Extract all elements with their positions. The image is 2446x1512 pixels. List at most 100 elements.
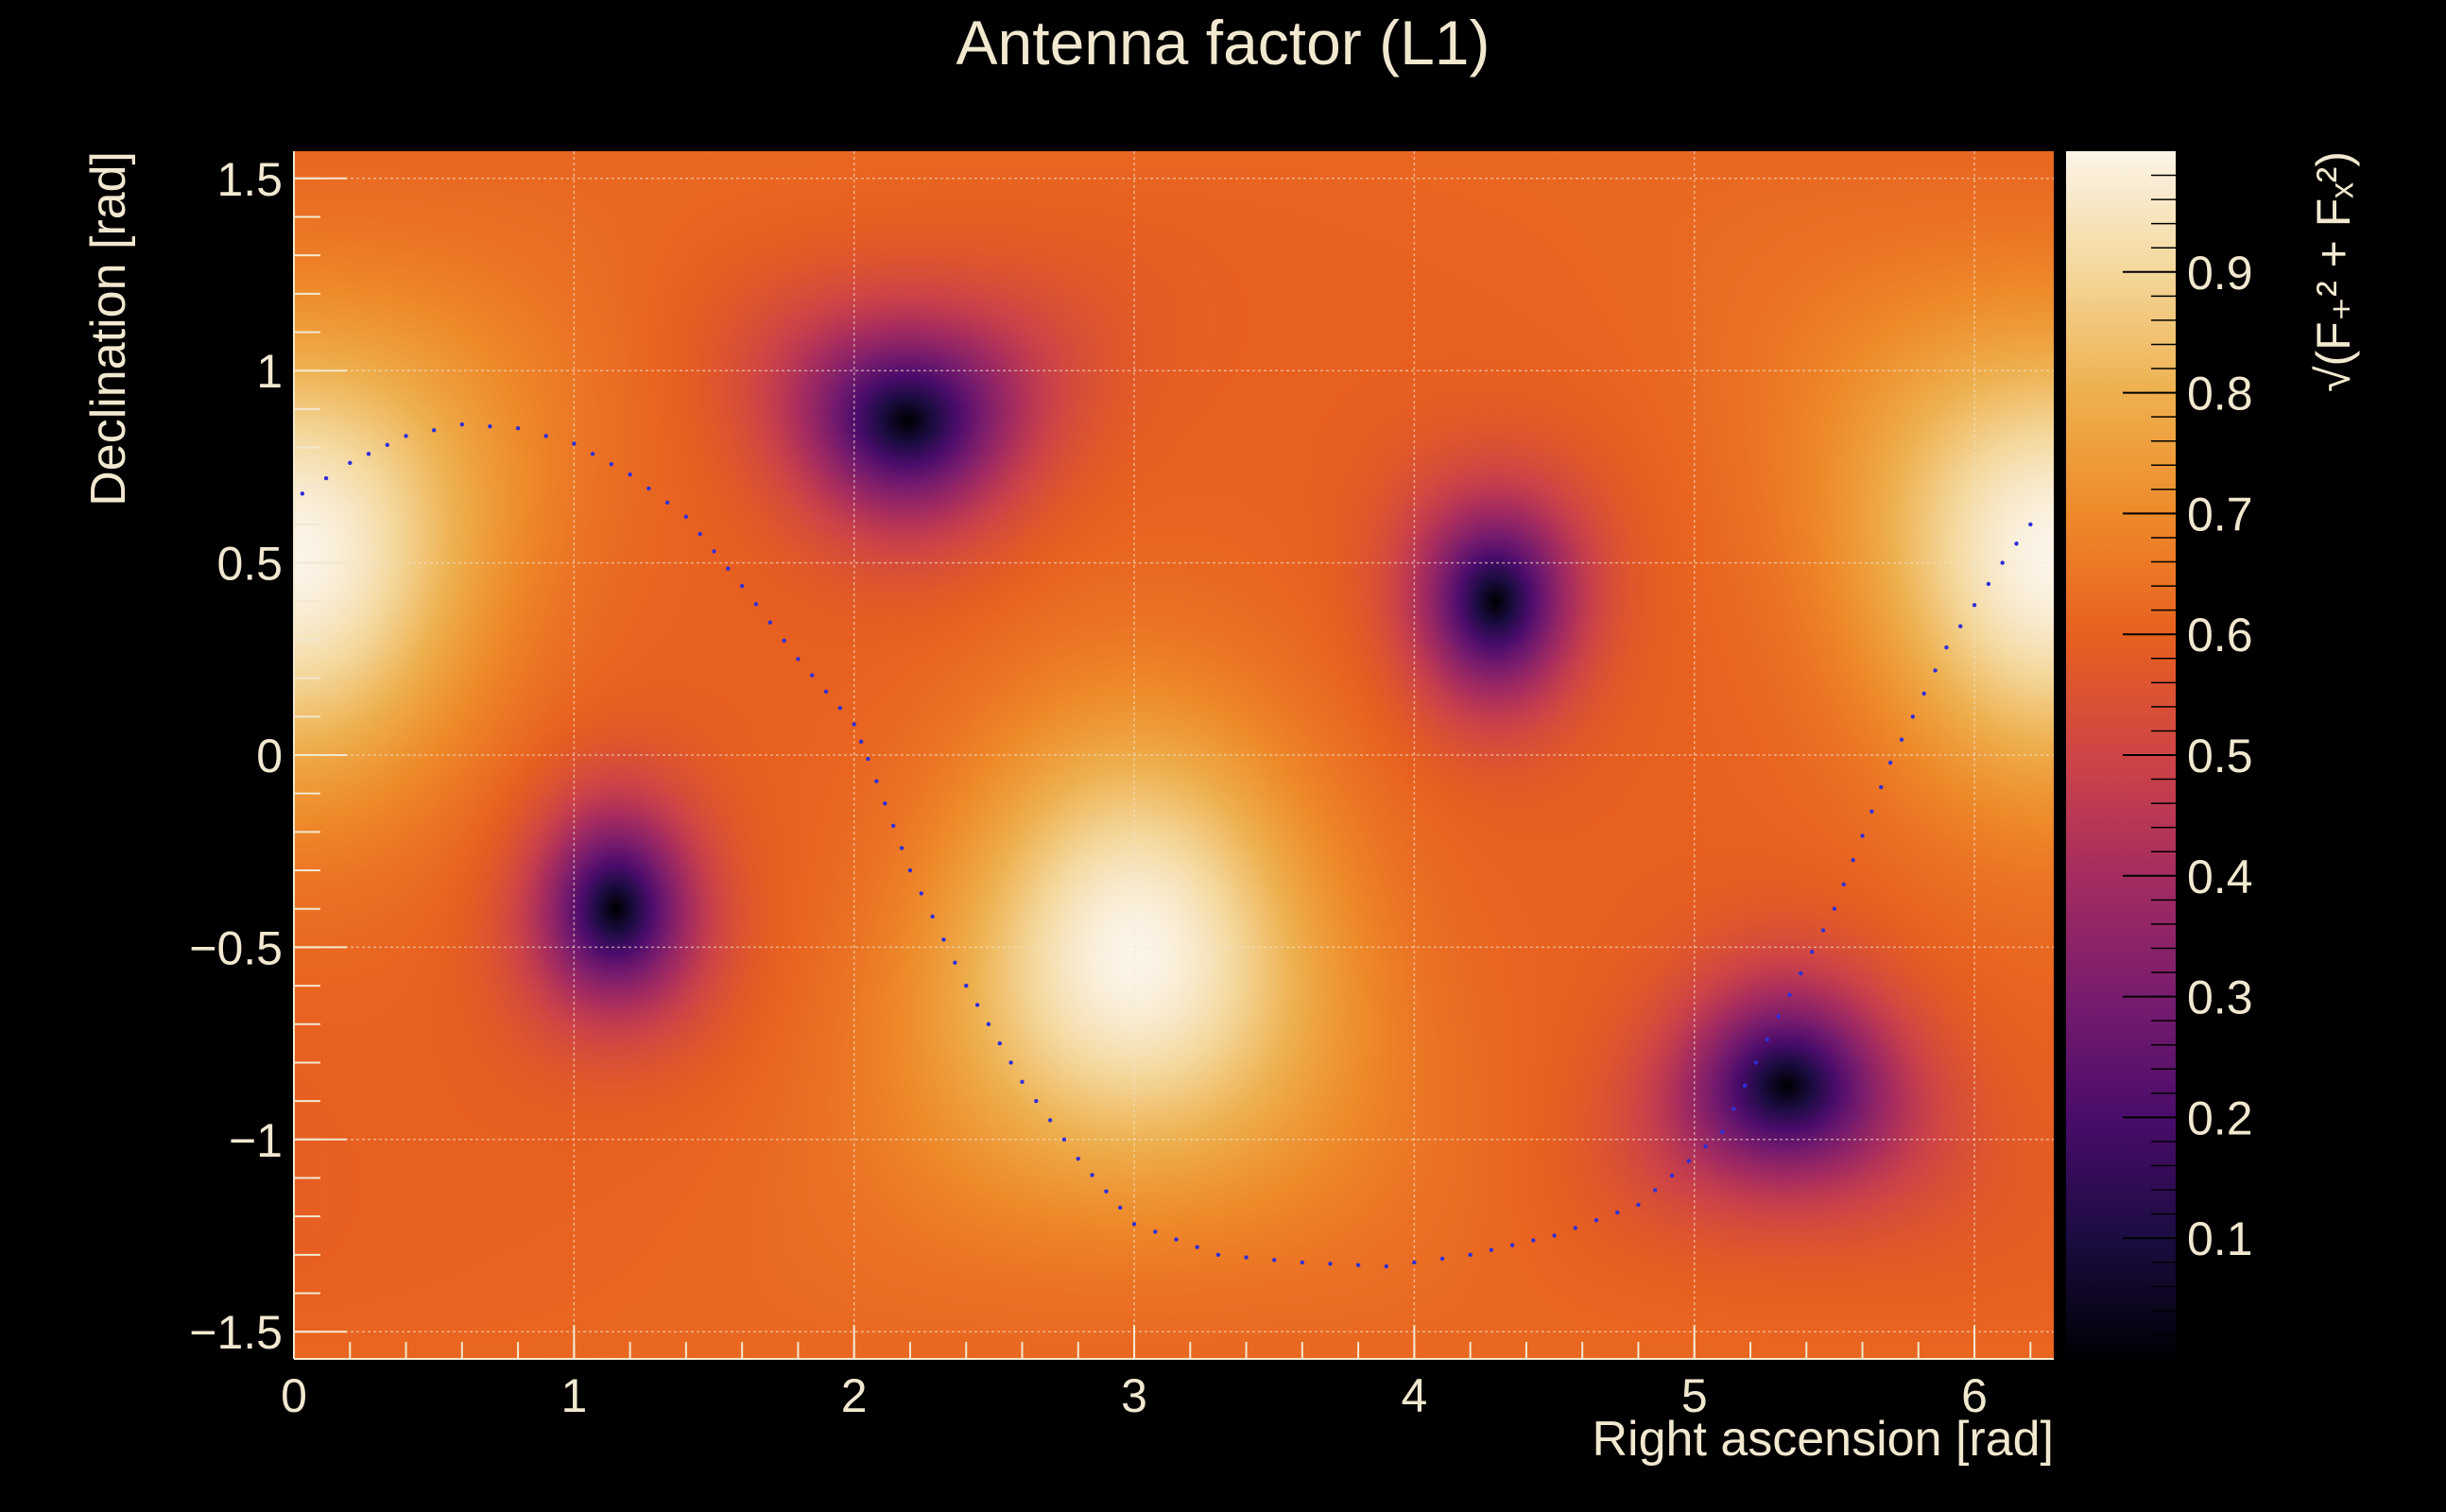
- overlay-point: [1328, 1262, 1333, 1266]
- color-bar-scale: 0.1 0.2 0.3 0.4 0.5 0.6 0.7 0.8 0.9: [2123, 174, 2253, 1336]
- overlay-point: [1090, 1173, 1094, 1177]
- overlay-point: [858, 739, 864, 744]
- color-bar-tick-label: 0.2: [2187, 1091, 2253, 1144]
- overlay-point: [890, 823, 896, 829]
- overlay-point: [1869, 809, 1874, 814]
- overlay-point: [1174, 1237, 1179, 1242]
- grid-lines: [294, 151, 2054, 1359]
- overlay-point: [1921, 691, 1926, 696]
- overlay-point: [385, 442, 389, 448]
- overlay-point: [1799, 971, 1803, 976]
- overlay-point: [1887, 760, 1893, 765]
- overlay-point: [628, 472, 632, 477]
- y-tick-label: 1.5: [216, 153, 283, 206]
- overlay-point: [1439, 1256, 1445, 1262]
- overlay-point: [810, 673, 815, 678]
- overlay-point: [1244, 1255, 1249, 1260]
- overlay-point: [698, 531, 702, 537]
- x-tick-label: 3: [1121, 1369, 1147, 1422]
- overlay-point: [823, 689, 829, 695]
- overlay-point: [1653, 1188, 1658, 1193]
- overlay-point: [664, 500, 670, 506]
- overlay-point: [1104, 1189, 1109, 1194]
- overlay-curve: [300, 421, 2033, 1269]
- overlay-point: [1272, 1258, 1277, 1263]
- overlay-point: [941, 937, 946, 942]
- overlay-point: [712, 549, 716, 554]
- overlay-point: [323, 475, 329, 481]
- overlay-point: [1944, 644, 1949, 650]
- overlay-point: [1153, 1229, 1158, 1234]
- overlay-point: [1300, 1260, 1305, 1265]
- overlay-point: [1731, 1107, 1736, 1111]
- overlay-point: [1384, 1263, 1388, 1269]
- overlay-point: [1573, 1226, 1577, 1230]
- overlay-point: [874, 779, 879, 783]
- overlay-point: [964, 983, 969, 988]
- overlay-point: [899, 846, 904, 850]
- overlay-point: [767, 620, 772, 625]
- overlay-point: [1615, 1210, 1620, 1215]
- overlay-point: [1765, 1037, 1769, 1042]
- overlay-point: [1669, 1173, 1675, 1178]
- overlay-point: [348, 460, 353, 466]
- overlay-point: [1686, 1159, 1692, 1163]
- x-tick-label: 6: [1961, 1369, 1988, 1422]
- overlay-point: [1879, 784, 1884, 790]
- overlay-point: [543, 434, 548, 438]
- y-tick-label: 0.5: [216, 538, 283, 591]
- overlay-point: [1742, 1083, 1748, 1089]
- color-bar-tick-label: 0.9: [2187, 247, 2253, 300]
- overlay-point: [1076, 1156, 1080, 1161]
- overlay-point: [852, 722, 856, 727]
- overlay-point: [1832, 906, 1837, 911]
- overlay-point: [1489, 1247, 1494, 1252]
- overlay-point: [866, 756, 870, 762]
- overlay-point: [1034, 1098, 1039, 1104]
- overlay-point: [2000, 560, 2005, 565]
- overlay-point: [1531, 1238, 1536, 1243]
- overlay-point: [1131, 1222, 1137, 1227]
- color-bar-tick-label: 0.1: [2187, 1212, 2253, 1265]
- overlay-point: [1412, 1260, 1417, 1265]
- overlay-point: [1820, 928, 1826, 933]
- x-tick-label: 2: [841, 1369, 868, 1422]
- overlay-point: [1593, 1218, 1599, 1223]
- overlay-point: [1008, 1060, 1013, 1065]
- y-tick-label: 1: [256, 345, 283, 398]
- overlay-point: [907, 868, 913, 873]
- overlay-point: [1958, 624, 1963, 628]
- overlay-point: [1355, 1263, 1361, 1267]
- overlay-point: [1118, 1205, 1123, 1211]
- overlay-point: [1986, 581, 1991, 587]
- y-tick-label: −1: [229, 1114, 283, 1167]
- overlay-point: [1720, 1129, 1725, 1134]
- overlay-point: [1809, 950, 1815, 954]
- overlay-point: [300, 491, 305, 496]
- overlay-point: [683, 514, 689, 519]
- overlay-point: [1841, 882, 1846, 887]
- overlay-point: [572, 441, 577, 446]
- y-axis-label: Declination [rad]: [81, 151, 136, 507]
- overlay-point: [1509, 1243, 1515, 1247]
- overlay-point: [953, 960, 957, 965]
- overlay-point: [1899, 737, 1904, 742]
- overlay-point: [1753, 1060, 1759, 1065]
- chart-title: Antenna factor (L1): [956, 8, 1490, 77]
- y-tick-label: −1.5: [189, 1306, 283, 1359]
- overlay-point: [919, 891, 924, 896]
- overlay-point: [431, 428, 437, 433]
- y-tick-label: 0: [256, 730, 283, 782]
- x-axis-label: Right ascension [rad]: [1593, 1412, 2055, 1467]
- color-bar-tick-label: 0.7: [2187, 488, 2253, 541]
- overlay-point: [986, 1022, 991, 1026]
- overlay-point: [515, 426, 521, 431]
- color-bar-tick-label: 0.4: [2187, 850, 2253, 903]
- overlay-point: [1195, 1245, 1199, 1249]
- x-tick-label: 1: [560, 1369, 587, 1422]
- x-tick-label: 5: [1681, 1369, 1708, 1422]
- x-tick-label: 0: [281, 1369, 307, 1422]
- overlay-point: [1047, 1118, 1053, 1123]
- overlay-point: [1851, 857, 1855, 863]
